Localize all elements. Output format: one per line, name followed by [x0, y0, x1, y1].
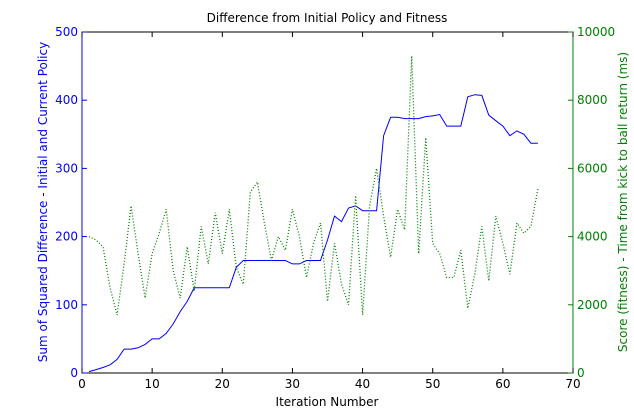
y-left-tick-label: 400 [55, 93, 78, 107]
x-tick-label: 40 [355, 377, 370, 391]
y-right-tick-label: 2000 [577, 298, 608, 312]
y-left-tick-label: 0 [70, 366, 78, 380]
x-tick-label: 0 [78, 377, 86, 391]
chart-title: Difference from Initial Policy and Fitne… [207, 11, 448, 25]
y-right-tick-label: 8000 [577, 93, 608, 107]
x-tick-label: 70 [565, 377, 580, 391]
y-left-tick-label: 200 [55, 230, 78, 244]
y-axis-right-label: Score (fitness) - Time from kick to ball… [616, 52, 630, 352]
y-right-tick-label: 10000 [577, 25, 615, 39]
series-line-2 [88, 55, 539, 316]
x-tick-label: 50 [425, 377, 440, 391]
x-tick-label: 30 [285, 377, 300, 391]
plot-area: 0 10 20 30 40 50 60 700100200300400500020004000… [55, 25, 615, 391]
x-tick-label: 20 [215, 377, 230, 391]
series-line-1 [88, 94, 538, 373]
y-right-tick-label: 4000 [577, 230, 608, 244]
x-axis-label: Iteration Number [276, 395, 379, 409]
y-right-tick-label: 6000 [577, 161, 608, 175]
y-left-tick-label: 100 [55, 298, 78, 312]
y-left-tick-label: 300 [55, 161, 78, 175]
y-axis-left-label: Sum of Squared Difference - Initial and … [36, 42, 50, 362]
y-left-tick-label: 500 [55, 25, 78, 39]
x-tick-label: 10 [145, 377, 160, 391]
y-right-tick-label: 0 [577, 366, 585, 380]
x-tick-label: 60 [495, 377, 510, 391]
